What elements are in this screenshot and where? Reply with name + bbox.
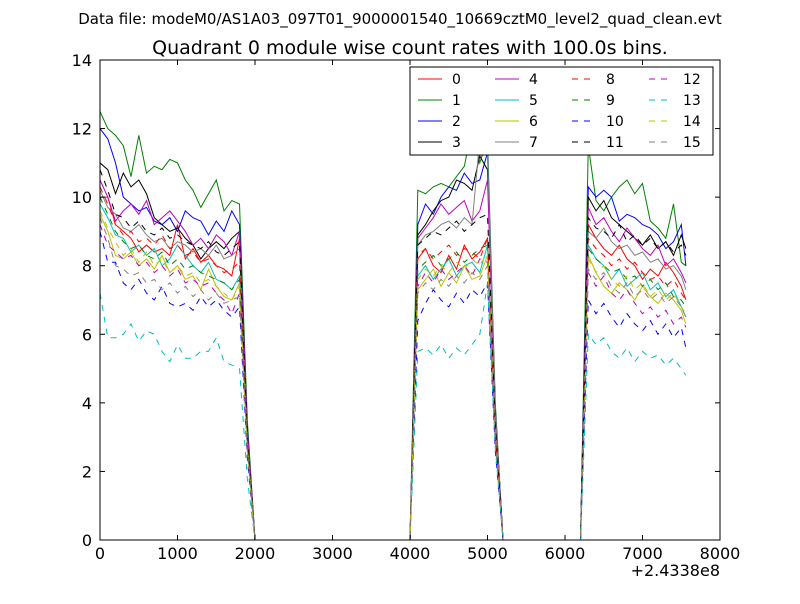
legend-label-14: 14 bbox=[683, 114, 701, 130]
legend-label-4: 4 bbox=[529, 72, 538, 88]
legend-label-15: 15 bbox=[683, 135, 701, 151]
legend-box bbox=[409, 66, 714, 156]
x-tick-label: 3000 bbox=[312, 544, 353, 563]
series-line-10 bbox=[100, 231, 687, 540]
legend-label-9: 9 bbox=[606, 93, 615, 109]
x-tick-label: 7000 bbox=[622, 544, 663, 563]
y-tick-label: 2 bbox=[82, 462, 92, 481]
legend-label-13: 13 bbox=[683, 93, 701, 109]
legend-label-1: 1 bbox=[452, 93, 461, 109]
chart-suptitle: Data file: modeM0/AS1A03_097T01_90000015… bbox=[78, 10, 722, 29]
x-tick-label: 0 bbox=[95, 544, 105, 563]
series-line-13 bbox=[100, 282, 687, 540]
series-line-15 bbox=[100, 217, 687, 540]
x-tick-label: 1000 bbox=[157, 544, 198, 563]
x-tick-label: 8000 bbox=[700, 544, 741, 563]
legend-label-10: 10 bbox=[606, 114, 624, 130]
series-line-3 bbox=[100, 154, 687, 540]
legend-label-6: 6 bbox=[529, 114, 538, 130]
series-line-12 bbox=[100, 224, 687, 540]
x-tick-label: 5000 bbox=[467, 544, 508, 563]
series-line-1 bbox=[100, 111, 687, 540]
legend-label-11: 11 bbox=[606, 135, 624, 151]
x-tick-label: 2000 bbox=[235, 544, 276, 563]
y-tick-label: 14 bbox=[72, 51, 92, 70]
y-tick-label: 12 bbox=[72, 120, 92, 139]
series-line-4 bbox=[100, 179, 687, 540]
legend-label-8: 8 bbox=[606, 72, 615, 88]
y-tick-label: 6 bbox=[82, 325, 92, 344]
x-tick-label: 4000 bbox=[390, 544, 431, 563]
series-line-0 bbox=[100, 196, 687, 540]
y-tick-label: 0 bbox=[82, 531, 92, 550]
chart-title: Quadrant 0 module wise count rates with … bbox=[152, 37, 668, 59]
series-line-14 bbox=[100, 210, 687, 540]
x-tick-label: 6000 bbox=[545, 544, 586, 563]
legend-label-5: 5 bbox=[529, 93, 538, 109]
legend-label-0: 0 bbox=[452, 72, 461, 88]
series-line-8 bbox=[100, 186, 687, 540]
series-line-2 bbox=[100, 128, 687, 540]
legend-label-3: 3 bbox=[452, 135, 461, 151]
y-tick-label: 10 bbox=[72, 188, 92, 207]
legend-label-12: 12 bbox=[683, 72, 701, 88]
series-line-9 bbox=[100, 196, 687, 540]
legend-label-2: 2 bbox=[452, 114, 461, 130]
series-line-11 bbox=[100, 169, 687, 540]
x-offset-label: +2.4338e8 bbox=[631, 561, 720, 580]
series-line-5 bbox=[100, 203, 687, 540]
y-tick-label: 8 bbox=[82, 257, 92, 276]
legend-label-7: 7 bbox=[529, 135, 538, 151]
series-line-7 bbox=[100, 137, 687, 540]
y-tick-label: 4 bbox=[82, 394, 92, 413]
series-line-6 bbox=[100, 214, 687, 540]
